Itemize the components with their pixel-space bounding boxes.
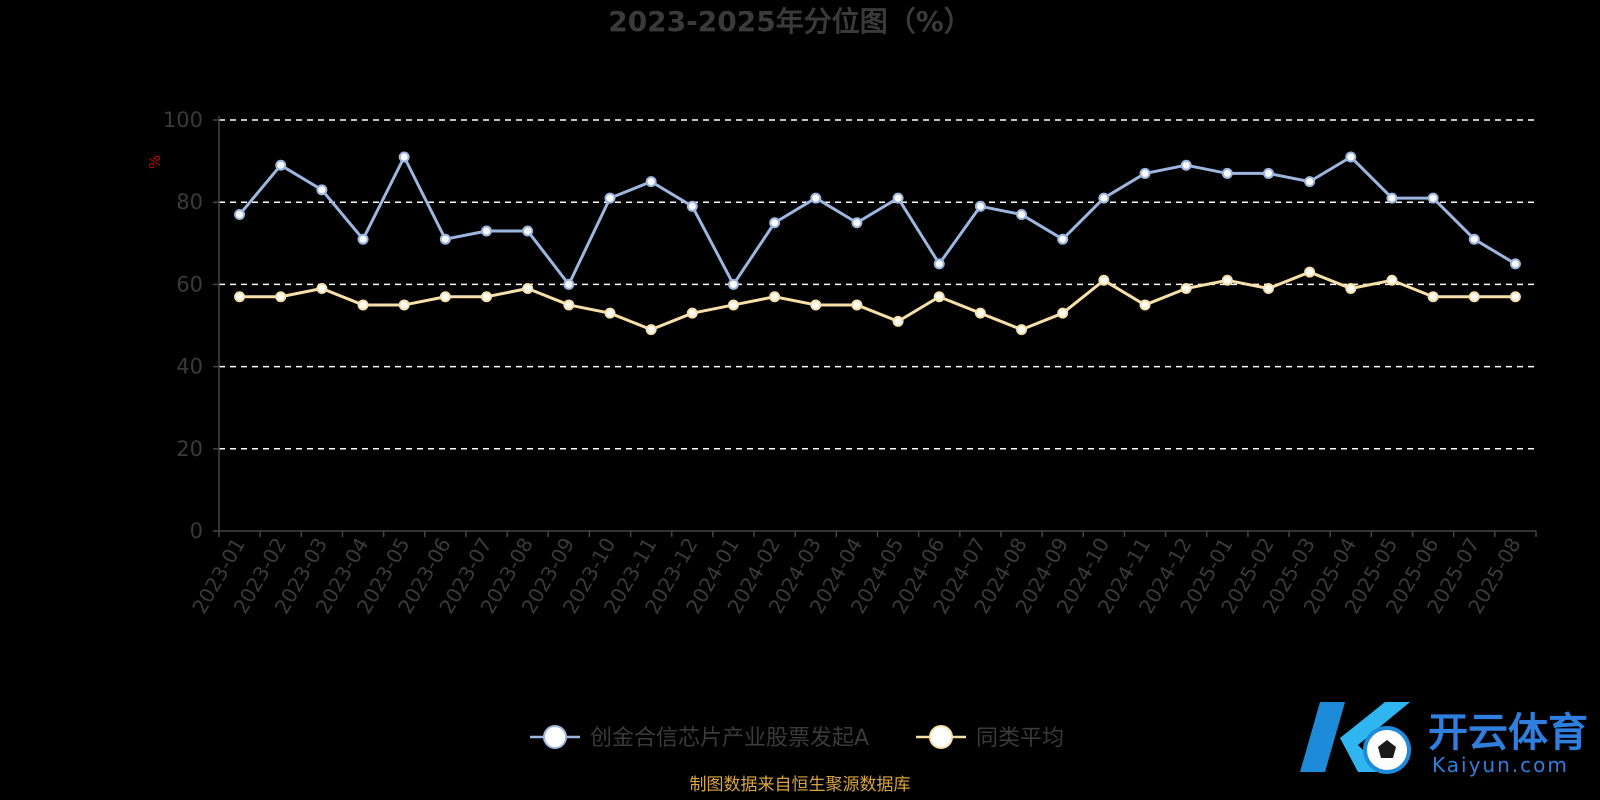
data-point (481, 225, 493, 237)
data-point (1016, 324, 1028, 336)
data-point (1386, 274, 1398, 286)
y-tick-label: 60 (176, 272, 203, 296)
data-point (604, 192, 616, 204)
watermark-cn: 开云体育 (1428, 710, 1588, 756)
data-point (1468, 291, 1480, 303)
data-point (398, 299, 410, 311)
y-tick-label: 40 (176, 355, 203, 379)
legend-label: 同类平均 (976, 726, 1064, 751)
data-point (1221, 274, 1233, 286)
series-lines (234, 151, 1521, 336)
data-point (1180, 159, 1192, 171)
data-point (234, 291, 246, 303)
data-point (1221, 167, 1233, 179)
y-tick-label: 80 (176, 190, 203, 214)
data-point (357, 299, 369, 311)
data-point (974, 200, 986, 212)
data-point (686, 307, 698, 319)
data-point (234, 209, 246, 221)
data-point (1509, 291, 1521, 303)
data-point (1180, 283, 1192, 295)
data-point (1345, 283, 1357, 295)
legend[interactable]: 创金合信芯片产业股票发起A 同类平均 (530, 725, 1064, 751)
data-point (933, 258, 945, 270)
data-point (316, 184, 328, 196)
y-tick-label: 0 (190, 519, 203, 543)
y-axis-label: % (146, 155, 164, 169)
data-point (563, 278, 575, 290)
data-point (892, 192, 904, 204)
data-point (604, 307, 616, 319)
x-axis-ticks: 2023-012023-022023-032023-042023-052023-… (187, 531, 1537, 618)
data-point (1139, 299, 1151, 311)
data-point (522, 225, 534, 237)
data-point (1098, 192, 1110, 204)
data-point (357, 233, 369, 245)
data-point (851, 217, 863, 229)
data-point (851, 299, 863, 311)
series-line (239, 270, 1516, 332)
legend-item-1[interactable]: 创金合信芯片产业股票发起A (530, 725, 869, 751)
data-point (1016, 209, 1028, 221)
data-point (727, 299, 739, 311)
data-point (275, 159, 287, 171)
data-point (1057, 233, 1069, 245)
data-point (398, 151, 410, 163)
chart-title: 2023-2025年分位图（%） (608, 5, 972, 38)
data-point (1262, 167, 1274, 179)
legend-label: 创金合信芯片产业股票发起A (590, 726, 869, 751)
data-point (1345, 151, 1357, 163)
data-point (933, 291, 945, 303)
data-point (769, 291, 781, 303)
watermark-logo-icon (1300, 702, 1411, 774)
watermark: 开云体育 Kaiyun.com (1300, 702, 1588, 777)
data-point (810, 192, 822, 204)
legend-item-2[interactable]: 同类平均 (916, 725, 1064, 751)
data-point (1262, 283, 1274, 295)
data-point (769, 217, 781, 229)
data-point (1427, 192, 1439, 204)
y-tick-label: 100 (163, 108, 203, 132)
y-axis-ticks: 0 20 40 60 80 100 (163, 108, 219, 543)
legend-marker (543, 725, 567, 749)
series-1 (234, 151, 1521, 290)
watermark-en: Kaiyun.com (1432, 753, 1569, 777)
data-point (522, 283, 534, 295)
data-point (1509, 258, 1521, 270)
legend-marker (929, 725, 953, 749)
data-point (892, 315, 904, 327)
data-point (1139, 167, 1151, 179)
data-point (1468, 233, 1480, 245)
data-point (316, 283, 328, 295)
data-point (810, 299, 822, 311)
data-point (645, 176, 657, 188)
data-point (481, 291, 493, 303)
data-point (1098, 274, 1110, 286)
axes (218, 116, 1536, 532)
data-point (1304, 266, 1316, 278)
data-point (439, 291, 451, 303)
data-point (563, 299, 575, 311)
data-point (1427, 291, 1439, 303)
data-point (645, 324, 657, 336)
source-note: 制图数据来自恒生聚源数据库 (690, 775, 911, 795)
series-line (238, 155, 1517, 286)
data-point (275, 291, 287, 303)
data-point (439, 233, 451, 245)
data-point (1386, 192, 1398, 204)
series-2 (234, 266, 1521, 336)
data-point (686, 200, 698, 212)
data-point (1057, 307, 1069, 319)
data-point (727, 278, 739, 290)
data-point (1304, 176, 1316, 188)
y-tick-label: 20 (176, 437, 203, 461)
data-point (974, 307, 986, 319)
